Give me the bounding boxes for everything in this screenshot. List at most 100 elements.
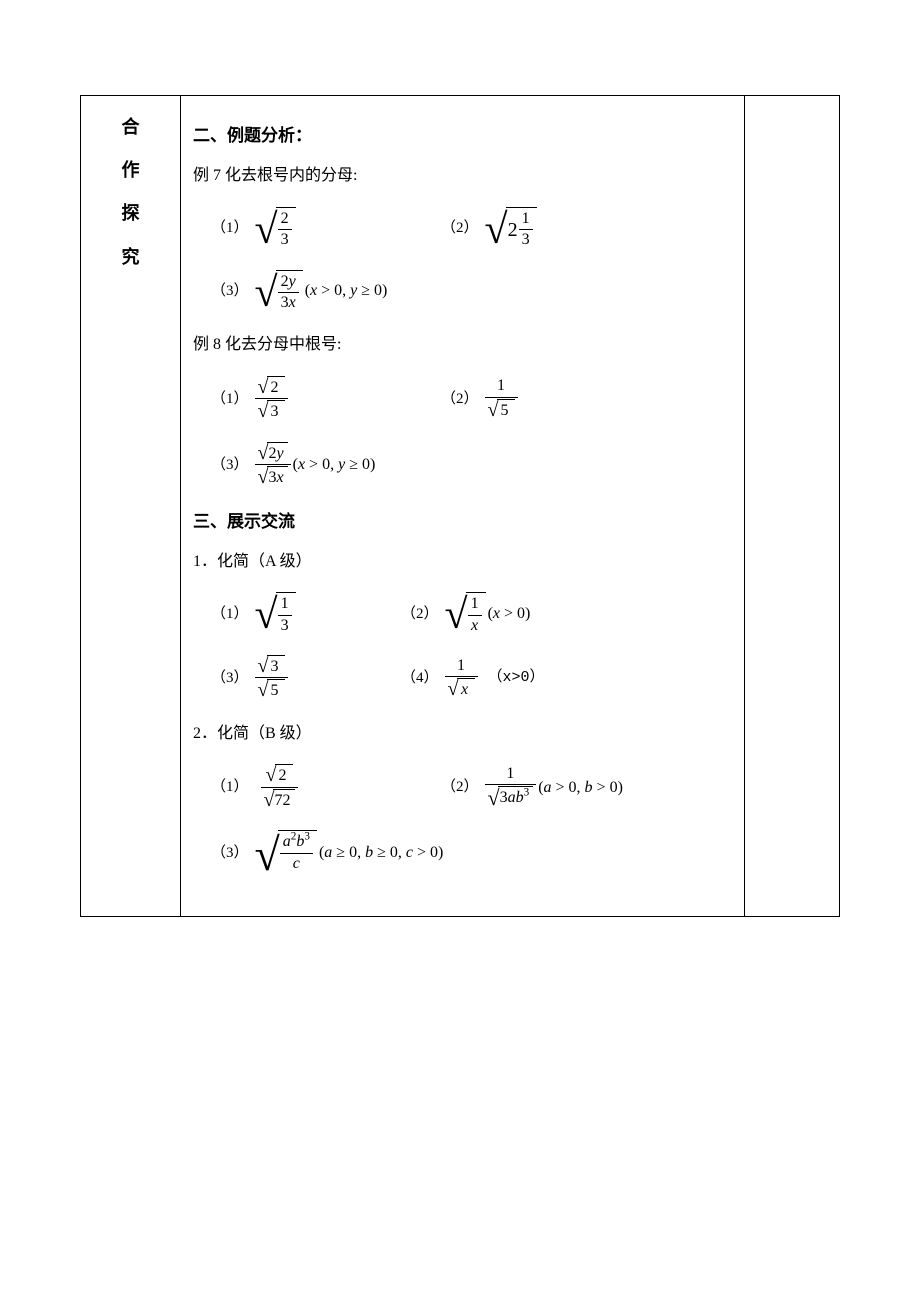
radical-icon: √ (266, 765, 277, 785)
radical-icon: √ (258, 443, 269, 463)
sqrt-icon: √5 (258, 679, 285, 700)
q2-p1: （1） √2 √72 (211, 764, 441, 810)
q2-p2: （2） 1 √3ab3 (a > 0, b > 0) (441, 765, 623, 810)
q1-title: 1．化简（A 级） (193, 549, 732, 575)
fraction: √2 √72 (261, 764, 298, 810)
q1-p3-num: （3） (211, 666, 249, 690)
q1-p2: （2） √ 1 x (x > 0) (401, 592, 530, 635)
sqrt-icon: √ 1 x (445, 592, 486, 635)
radical-icon: √ (258, 467, 269, 487)
sqrt-icon: √ a2b3 c (255, 830, 317, 876)
ex7-p2-num: （2） (441, 216, 479, 240)
sqrt-icon: √ 2y 3x (255, 270, 303, 313)
condition: (a ≥ 0, b ≥ 0, c > 0) (319, 840, 443, 866)
sec3-heading: 三、展示交流 (193, 508, 732, 535)
fraction: 1 √3ab3 (485, 765, 537, 810)
condition: （x>0） (488, 666, 545, 690)
sqrt-icon: √3x (258, 466, 288, 487)
ex7-row2: （3） √ 2y 3x (x > 0, y ≥ 0) (193, 270, 732, 313)
ex8-p2-num: （2） (441, 387, 479, 411)
sqrt-icon: √ 2 1 3 (485, 207, 537, 250)
fraction: 1 3 (519, 210, 533, 250)
q1-row2: （3） √3 √5 （4） 1 √x （x>0） (193, 655, 732, 701)
ex8-row2: （3） √2y √3x (x > 0, y ≥ 0) (193, 442, 732, 488)
ex7-p3: （3） √ 2y 3x (x > 0, y ≥ 0) (211, 270, 441, 313)
sqrt-icon: √ 2 3 (255, 207, 296, 250)
q1-p1: （1） √ 1 3 (211, 592, 401, 635)
q1-p1-num: （1） (211, 602, 249, 626)
fraction: 1 x (468, 595, 482, 635)
ex8-title: 例 8 化去分母中根号: (193, 332, 732, 358)
radical-icon: √ (255, 594, 278, 636)
radical-icon: √ (255, 832, 280, 878)
ex7-p2: （2） √ 2 1 3 (441, 207, 537, 250)
page: 合 作 探 究 二、例题分析： 例 7 化去根号内的分母: （1） √ (0, 0, 920, 1012)
fraction: 2y 3x (278, 273, 299, 313)
q2-p3: （3） √ a2b3 c (a ≥ 0, b ≥ 0, c > 0) (211, 830, 441, 876)
radical-icon: √ (445, 594, 468, 636)
sec2-heading: 二、例题分析： (193, 122, 732, 149)
radical-icon: √ (258, 377, 269, 397)
label-char-1: 合 (93, 106, 168, 149)
fraction: 1 3 (278, 595, 292, 635)
condition: (x > 0, y ≥ 0) (305, 278, 388, 304)
sqrt-icon: √ 1 3 (255, 592, 296, 635)
fraction: √2y √3x (255, 442, 291, 488)
fraction: 1 √5 (485, 377, 518, 420)
q1-p2-num: （2） (401, 602, 439, 626)
condition: (a > 0, b > 0) (538, 775, 623, 801)
fraction: 1 √x (445, 657, 478, 700)
q2-title: 2．化简（B 级） (193, 721, 732, 747)
ex7-p1: （1） √ 2 3 (211, 207, 441, 250)
q2-p2-num: （2） (441, 775, 479, 799)
ex8-p1: （1） √2 √3 (211, 376, 441, 422)
q1-row1: （1） √ 1 3 （2） (193, 592, 732, 635)
fraction: √2 √3 (255, 376, 288, 422)
section-label-cell: 合 作 探 究 (81, 96, 181, 917)
sqrt-icon: √3 (258, 655, 285, 676)
sqrt-icon: √2y (258, 442, 288, 463)
label-char-3: 探 (93, 192, 168, 235)
label-char-4: 究 (93, 236, 168, 279)
q1-p4-num: （4） (401, 666, 439, 690)
sqrt-icon: √2 (266, 764, 293, 785)
ex8-row1: （1） √2 √3 （2） 1 √5 (193, 376, 732, 422)
radical-icon: √ (255, 209, 278, 251)
margin-cell (745, 96, 840, 917)
ex7-p3-num: （3） (211, 279, 249, 303)
worksheet-table: 合 作 探 究 二、例题分析： 例 7 化去根号内的分母: （1） √ (80, 95, 840, 917)
sqrt-icon: √72 (264, 789, 295, 810)
sqrt-icon: √3ab3 (488, 786, 534, 808)
ex7-title: 例 7 化去根号内的分母: (193, 163, 732, 189)
radical-icon: √ (258, 680, 269, 700)
radical-icon: √ (488, 787, 500, 809)
sqrt-icon: √3 (258, 400, 285, 421)
label-char-2: 作 (93, 149, 168, 192)
fraction: a2b3 c (280, 833, 313, 873)
ex8-p1-num: （1） (211, 387, 249, 411)
fraction: 2 3 (278, 210, 292, 250)
radical-icon: √ (485, 209, 508, 251)
radical-icon: √ (258, 401, 269, 421)
condition: (x > 0, y ≥ 0) (293, 452, 376, 478)
radical-icon: √ (264, 790, 275, 810)
radical-icon: √ (448, 679, 459, 699)
radical-icon: √ (255, 272, 278, 314)
ex7-row1: （1） √ 2 3 （2） (193, 207, 732, 250)
radical-icon: √ (488, 400, 499, 420)
q2-row1: （1） √2 √72 （2） 1 √3ab3 (a > 0, b > 0) (193, 764, 732, 810)
ex8-p2: （2） 1 √5 (441, 377, 518, 420)
content-cell: 二、例题分析： 例 7 化去根号内的分母: （1） √ 2 3 (181, 96, 745, 917)
ex8-p3-num: （3） (211, 453, 249, 477)
q1-p3: （3） √3 √5 (211, 655, 401, 701)
q2-row2: （3） √ a2b3 c (a ≥ 0, b ≥ 0, c > 0) (193, 830, 732, 876)
ex7-p1-num: （1） (211, 216, 249, 240)
ex8-p3: （3） √2y √3x (x > 0, y ≥ 0) (211, 442, 441, 488)
q2-p3-num: （3） (211, 841, 249, 865)
sqrt-icon: √2 (258, 376, 285, 397)
fraction: √3 √5 (255, 655, 288, 701)
q1-p4: （4） 1 √x （x>0） (401, 657, 545, 700)
sqrt-icon: √x (448, 678, 475, 699)
q2-p1-num: （1） (211, 775, 249, 799)
radical-icon: √ (258, 656, 269, 676)
